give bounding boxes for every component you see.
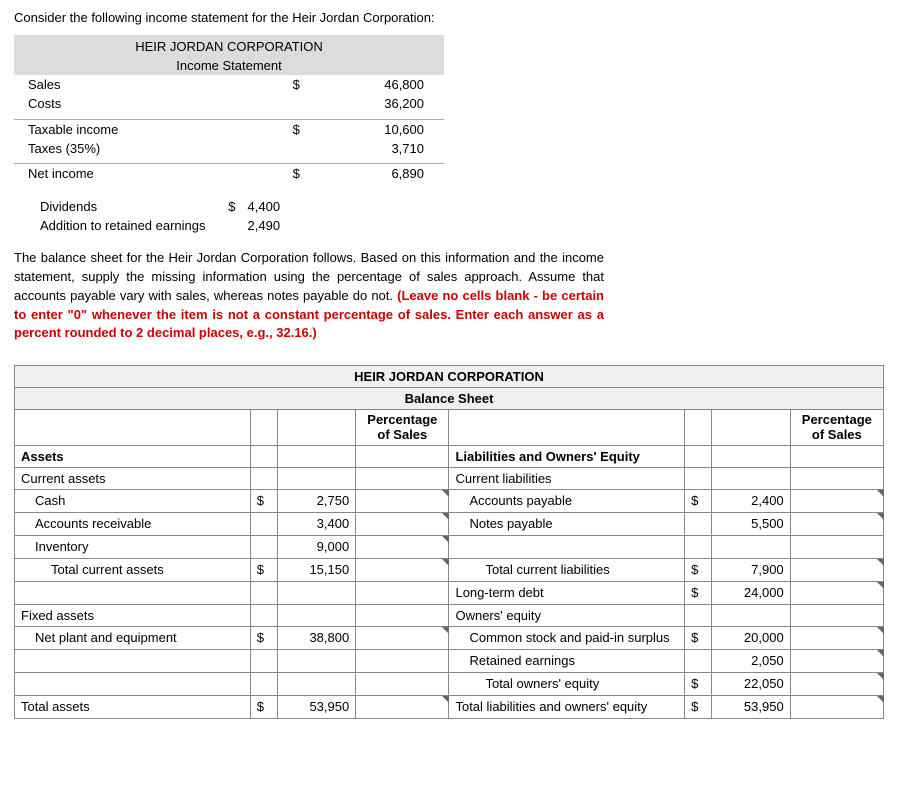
ar-pct-input[interactable] bbox=[356, 512, 449, 535]
pct-header-left: Percentageof Sales bbox=[356, 410, 449, 446]
tca-label: Total current assets bbox=[15, 558, 251, 581]
taxable-currency: $ bbox=[246, 119, 306, 139]
fixed-assets-label: Fixed assets bbox=[15, 604, 251, 626]
dividends-amount: 4,400 bbox=[242, 197, 287, 216]
are-label: Addition to retained earnings bbox=[34, 216, 212, 235]
income-header-title: Income Statement bbox=[14, 56, 444, 75]
tcl-label: Total current liabilities bbox=[449, 558, 685, 581]
current-assets-label: Current assets bbox=[15, 467, 251, 489]
np-label: Notes payable bbox=[449, 512, 685, 535]
income-header-company: HEIR JORDAN CORPORATION bbox=[14, 35, 444, 56]
sales-currency: $ bbox=[246, 75, 306, 94]
costs-label: Costs bbox=[14, 94, 246, 113]
inv-label: Inventory bbox=[15, 535, 251, 558]
ltd-currency: $ bbox=[685, 581, 712, 604]
sales-label: Sales bbox=[14, 75, 246, 94]
ta-amount: 53,950 bbox=[277, 695, 356, 718]
tcl-pct-input[interactable] bbox=[790, 558, 883, 581]
dividends-label: Dividends bbox=[34, 197, 212, 216]
ta-pct-input[interactable] bbox=[356, 695, 449, 718]
instructions: The balance sheet for the Heir Jordan Co… bbox=[14, 249, 604, 343]
ltd-pct-input[interactable] bbox=[790, 581, 883, 604]
taxable-amount: 10,600 bbox=[306, 119, 444, 139]
net-income-currency: $ bbox=[246, 164, 306, 184]
income-statement-table: HEIR JORDAN CORPORATION Income Statement… bbox=[14, 35, 444, 183]
ap-pct-input[interactable] bbox=[790, 489, 883, 512]
assets-header: Assets bbox=[15, 445, 251, 467]
ap-currency: $ bbox=[685, 489, 712, 512]
tloe-label: Total liabilities and owners' equity bbox=[449, 695, 685, 718]
tca-amount: 15,150 bbox=[277, 558, 356, 581]
net-income-label: Net income bbox=[14, 164, 246, 184]
cs-pct-input[interactable] bbox=[790, 626, 883, 649]
tca-pct-input[interactable] bbox=[356, 558, 449, 581]
ap-amount: 2,400 bbox=[712, 489, 791, 512]
toe-pct-input[interactable] bbox=[790, 672, 883, 695]
npe-pct-input[interactable] bbox=[356, 626, 449, 649]
balance-title-sheet: Balance Sheet bbox=[15, 388, 884, 410]
npe-amount: 38,800 bbox=[277, 626, 356, 649]
ltd-label: Long-term debt bbox=[449, 581, 685, 604]
inv-amount: 9,000 bbox=[277, 535, 356, 558]
npe-currency: $ bbox=[250, 626, 277, 649]
re-amount: 2,050 bbox=[712, 649, 791, 672]
toe-currency: $ bbox=[685, 672, 712, 695]
re-pct-input[interactable] bbox=[790, 649, 883, 672]
tloe-pct-input[interactable] bbox=[790, 695, 883, 718]
sales-amount: 46,800 bbox=[306, 75, 444, 94]
intro-text: Consider the following income statement … bbox=[14, 10, 884, 25]
cs-label: Common stock and paid-in surplus bbox=[449, 626, 685, 649]
toe-label: Total owners' equity bbox=[449, 672, 685, 695]
tcl-currency: $ bbox=[685, 558, 712, 581]
dividends-table: Dividends $ 4,400 Addition to retained e… bbox=[34, 197, 286, 235]
cash-currency: $ bbox=[250, 489, 277, 512]
balance-sheet-table: HEIR JORDAN CORPORATION Balance Sheet Pe… bbox=[14, 365, 884, 719]
current-liab-label: Current liabilities bbox=[449, 467, 685, 489]
ta-label: Total assets bbox=[15, 695, 251, 718]
re-label: Retained earnings bbox=[449, 649, 685, 672]
cash-amount: 2,750 bbox=[277, 489, 356, 512]
taxes-label: Taxes (35%) bbox=[14, 139, 246, 158]
ar-amount: 3,400 bbox=[277, 512, 356, 535]
dividends-currency: $ bbox=[212, 197, 242, 216]
tcl-amount: 7,900 bbox=[712, 558, 791, 581]
tca-currency: $ bbox=[250, 558, 277, 581]
tloe-amount: 53,950 bbox=[712, 695, 791, 718]
taxable-label: Taxable income bbox=[14, 119, 246, 139]
ap-label: Accounts payable bbox=[449, 489, 685, 512]
liab-header: Liabilities and Owners' Equity bbox=[449, 445, 685, 467]
net-income-amount: 6,890 bbox=[306, 164, 444, 184]
tloe-currency: $ bbox=[685, 695, 712, 718]
cash-pct-input[interactable] bbox=[356, 489, 449, 512]
taxes-amount: 3,710 bbox=[306, 139, 444, 158]
balance-title-company: HEIR JORDAN CORPORATION bbox=[15, 366, 884, 388]
npe-label: Net plant and equipment bbox=[15, 626, 251, 649]
are-amount: 2,490 bbox=[242, 216, 287, 235]
cash-label: Cash bbox=[15, 489, 251, 512]
toe-amount: 22,050 bbox=[712, 672, 791, 695]
cs-currency: $ bbox=[685, 626, 712, 649]
pct-header-right: Percentageof Sales bbox=[790, 410, 883, 446]
oe-label: Owners' equity bbox=[449, 604, 685, 626]
cs-amount: 20,000 bbox=[712, 626, 791, 649]
np-pct-input[interactable] bbox=[790, 512, 883, 535]
ar-label: Accounts receivable bbox=[15, 512, 251, 535]
np-amount: 5,500 bbox=[712, 512, 791, 535]
ta-currency: $ bbox=[250, 695, 277, 718]
inv-pct-input[interactable] bbox=[356, 535, 449, 558]
costs-amount: 36,200 bbox=[306, 94, 444, 113]
ltd-amount: 24,000 bbox=[712, 581, 791, 604]
